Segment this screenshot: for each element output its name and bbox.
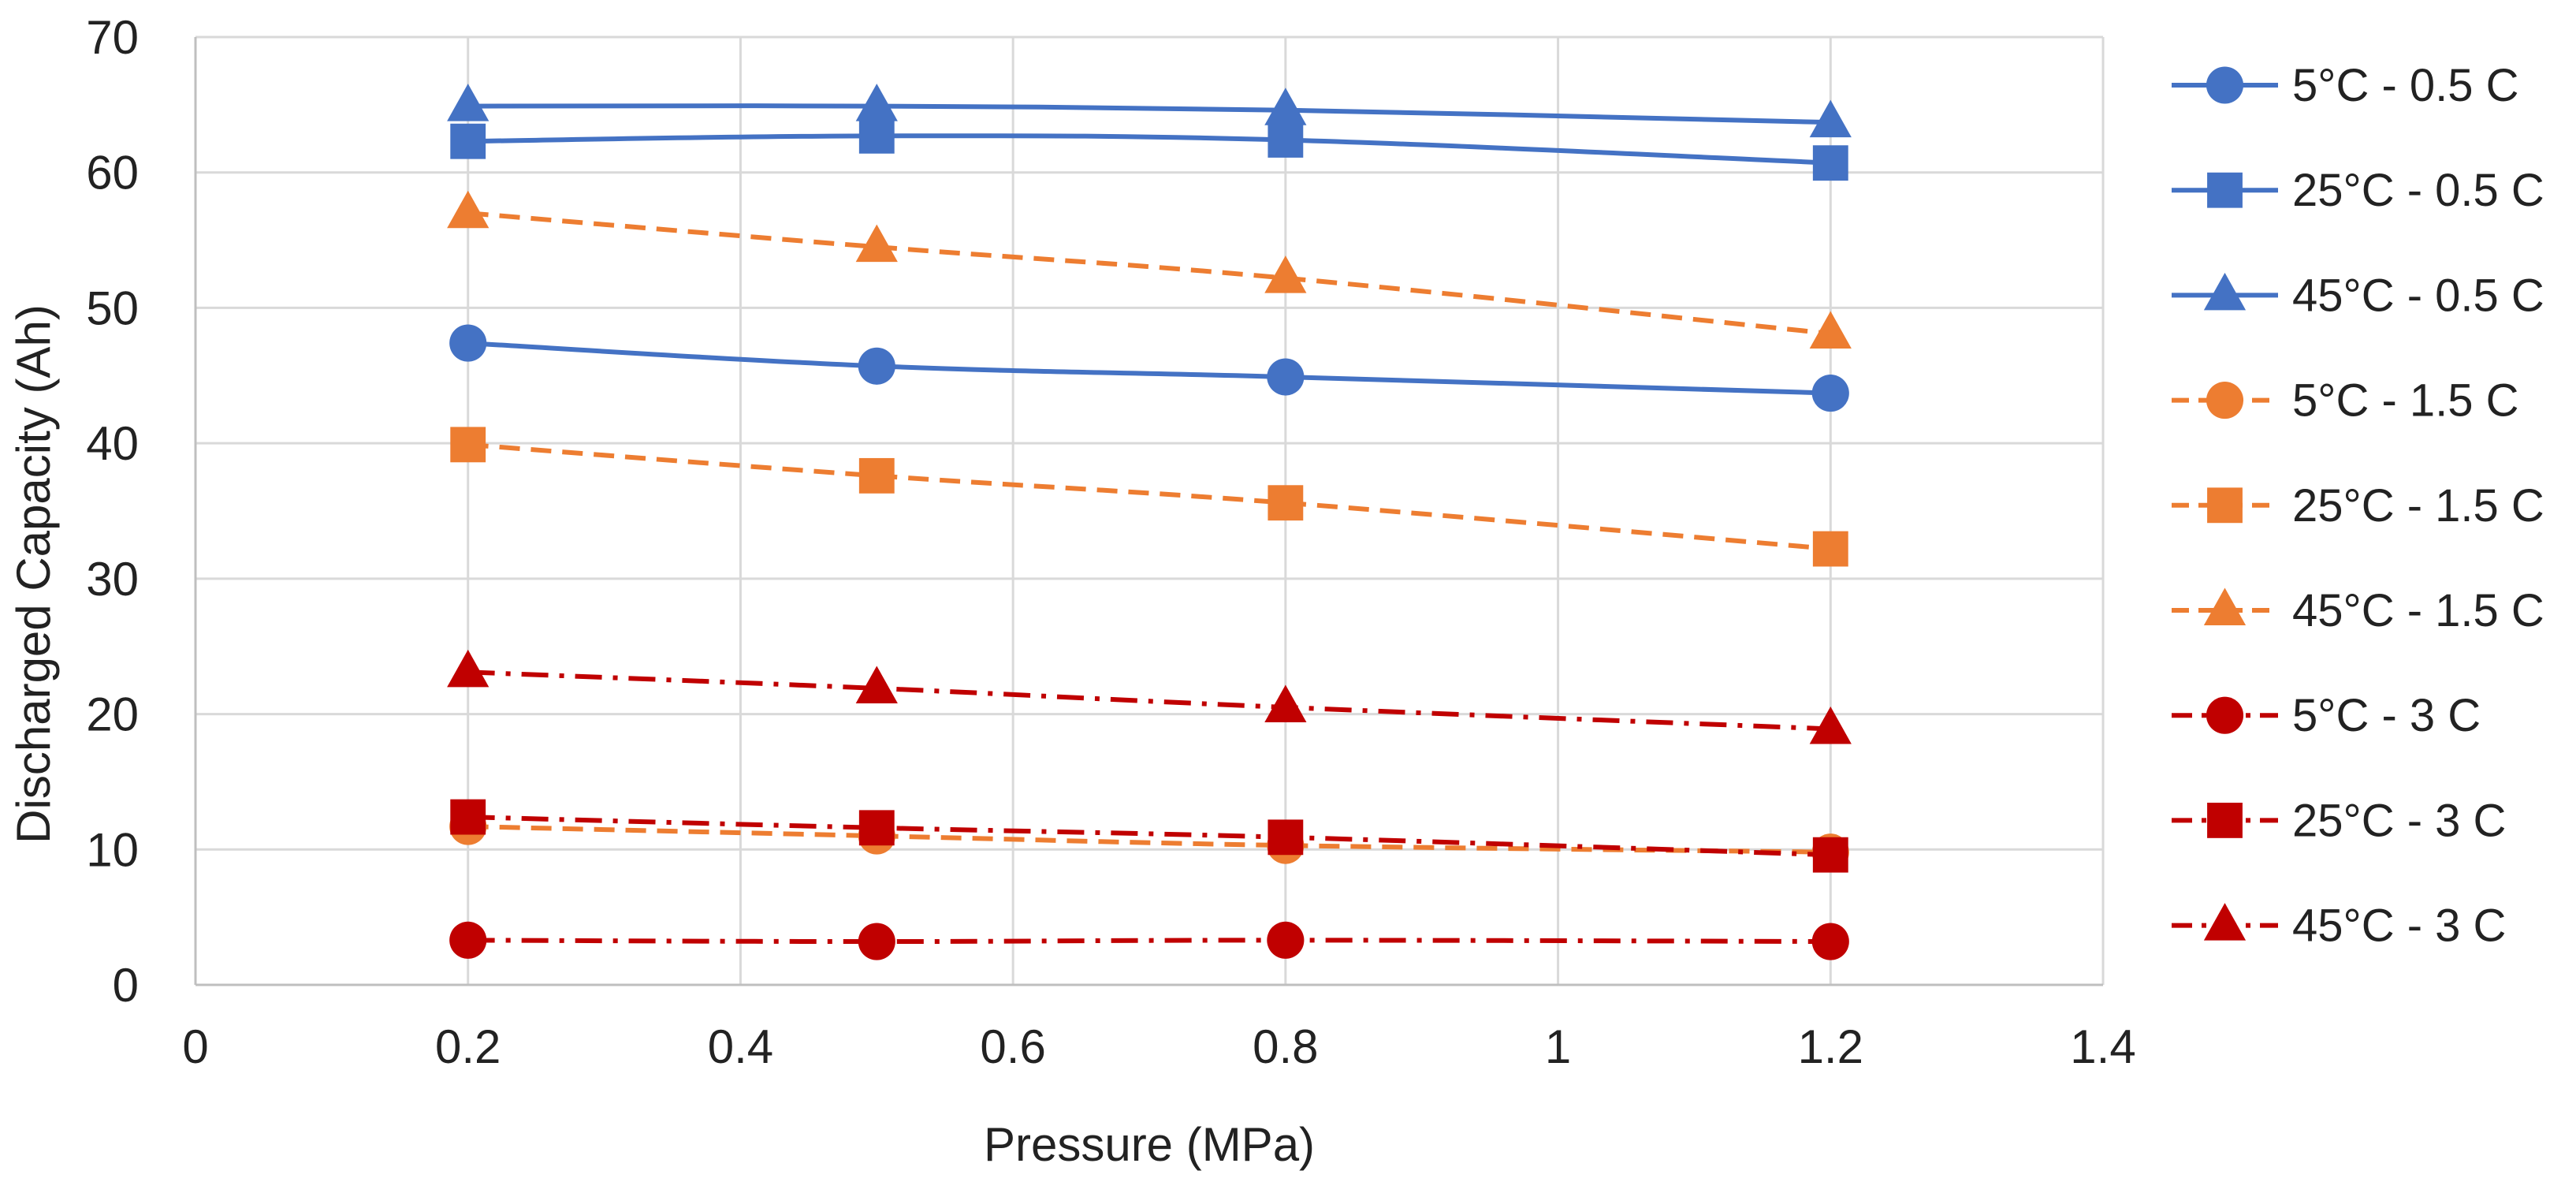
data-point — [450, 123, 486, 159]
y-tick-label: 20 — [86, 688, 139, 741]
data-point — [1267, 358, 1305, 396]
x-tick-label: 0.4 — [708, 1020, 773, 1073]
legend-label: 5°C - 1.5 C — [2292, 375, 2519, 427]
data-point — [1812, 145, 1848, 181]
x-tick-label: 0.2 — [435, 1020, 501, 1073]
series-line — [467, 103, 1831, 125]
legend-label: 25°C - 3 C — [2292, 795, 2506, 846]
series-line — [467, 815, 1831, 858]
y-tick-label: 0 — [113, 959, 139, 1012]
series-line — [467, 442, 1831, 552]
data-point — [1811, 375, 1849, 412]
data-point — [1812, 531, 1848, 567]
legend-marker — [2206, 382, 2244, 419]
legend-item: 25°C - 1.5 C — [2172, 480, 2544, 531]
y-tick-label: 50 — [86, 282, 139, 334]
series-8 — [447, 649, 1852, 744]
legend-label: 25°C - 0.5 C — [2292, 165, 2544, 216]
data-point — [449, 324, 487, 362]
series-line — [467, 211, 1831, 337]
plot-series — [447, 84, 1852, 960]
data-point — [855, 224, 898, 263]
y-tick-label: 40 — [86, 417, 139, 470]
legend-marker — [2206, 696, 2244, 734]
legend-item: 45°C - 0.5 C — [2172, 270, 2544, 321]
legend-item: 25°C - 0.5 C — [2172, 165, 2544, 216]
legend-item: 5°C - 0.5 C — [2172, 60, 2519, 111]
data-point — [1264, 88, 1307, 125]
data-point — [855, 84, 898, 121]
data-point — [1812, 837, 1848, 873]
legend-marker — [2207, 487, 2243, 524]
legend-item: 5°C - 1.5 C — [2172, 375, 2519, 427]
y-axis-title: Discharged Capacity (Ah) — [7, 304, 60, 844]
series-line — [467, 938, 1831, 945]
data-point — [1809, 706, 1852, 744]
legend-marker — [2207, 802, 2243, 838]
data-point — [1268, 485, 1304, 521]
data-point — [450, 799, 486, 835]
x-tick-label: 0 — [182, 1020, 208, 1073]
axes — [194, 37, 2103, 986]
tick-labels: 0 10 20 30 40 50 60 70 0 0.2 0.4 0.6 0.8 1 1.2 1.4 — [86, 11, 2135, 1073]
legend-marker — [2203, 587, 2247, 625]
legend-label: 25°C - 1.5 C — [2292, 480, 2544, 531]
legend-label: 45°C - 0.5 C — [2292, 270, 2544, 321]
data-point — [1811, 923, 1849, 960]
data-point — [1267, 921, 1305, 959]
data-point — [858, 923, 895, 960]
series-line — [467, 669, 1831, 732]
x-axis-title: Pressure (MPa) — [984, 1118, 1315, 1171]
x-tick-label: 1.4 — [2070, 1020, 2135, 1073]
data-point — [447, 649, 490, 688]
legend-marker — [2203, 903, 2247, 941]
data-point — [1264, 255, 1307, 293]
series-6 — [449, 921, 1849, 960]
data-point — [1809, 99, 1852, 138]
series-0 — [449, 324, 1849, 412]
series-2 — [447, 84, 1852, 138]
series-line — [467, 133, 1831, 166]
data-point — [1268, 819, 1304, 856]
data-point — [450, 427, 486, 463]
series-3 — [449, 807, 1849, 871]
data-point — [449, 921, 487, 959]
legend-marker — [2207, 172, 2243, 208]
data-point — [858, 457, 895, 494]
data-point — [858, 117, 895, 154]
series-5 — [447, 190, 1852, 349]
legend-label: 45°C - 3 C — [2292, 900, 2506, 952]
data-point — [1264, 684, 1307, 722]
y-tick-label: 30 — [86, 553, 139, 606]
data-point — [1809, 311, 1852, 349]
data-point — [858, 810, 895, 846]
legend-item: 45°C - 3 C — [2172, 900, 2506, 952]
x-tick-label: 1.2 — [1798, 1020, 1863, 1073]
y-tick-label: 10 — [86, 823, 139, 876]
series-7 — [450, 799, 1848, 873]
y-tick-label: 70 — [86, 11, 139, 64]
y-tick-label: 60 — [86, 147, 139, 199]
series-4 — [450, 427, 1848, 567]
data-point — [858, 347, 895, 385]
legend-marker — [2203, 272, 2247, 311]
legend-item: 25°C - 3 C — [2172, 795, 2506, 846]
legend: 5°C - 0.5 C 25°C - 0.5 C 45°C - 0.5 C 5°C -… — [2172, 60, 2544, 952]
data-point — [447, 190, 490, 229]
legend-label: 5°C - 3 C — [2292, 690, 2481, 741]
data-point — [855, 666, 898, 703]
legend-marker — [2206, 66, 2244, 104]
data-point — [1268, 122, 1304, 158]
legend-item: 5°C - 3 C — [2172, 690, 2481, 741]
series-line — [467, 341, 1831, 396]
legend-item: 45°C - 1.5 C — [2172, 585, 2544, 636]
legend-label: 45°C - 1.5 C — [2292, 585, 2544, 636]
x-tick-label: 0.6 — [980, 1020, 1045, 1073]
x-tick-label: 0.8 — [1253, 1020, 1318, 1073]
x-tick-label: 1 — [1545, 1020, 1571, 1073]
series-1 — [450, 117, 1848, 181]
legend-label: 5°C - 0.5 C — [2292, 60, 2519, 111]
data-point — [447, 84, 490, 121]
